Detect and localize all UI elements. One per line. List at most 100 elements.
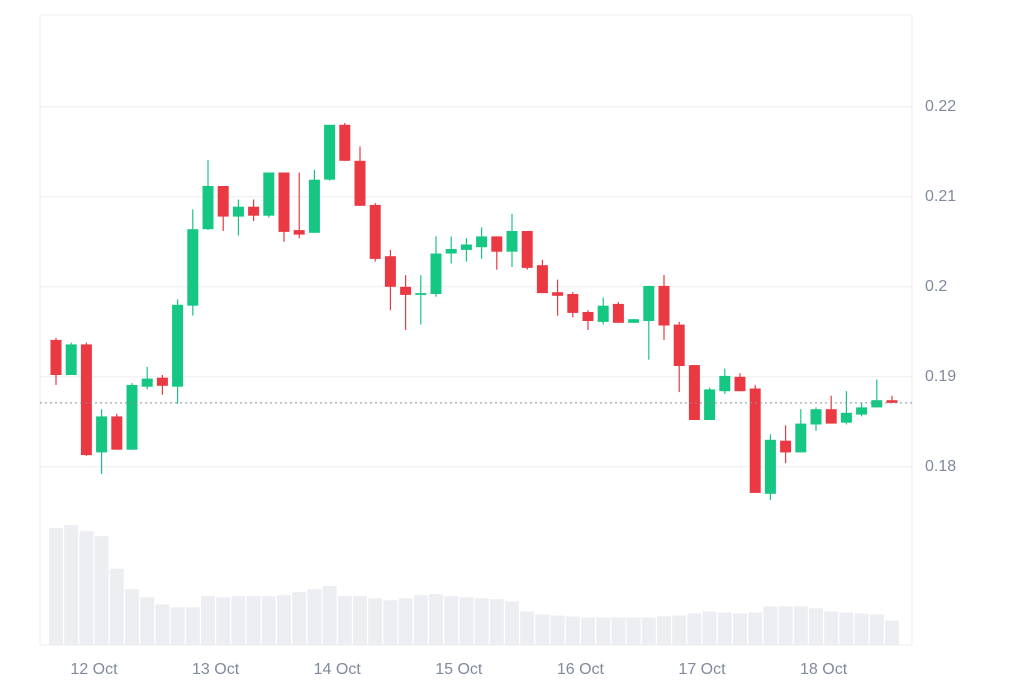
volume-bar (201, 596, 215, 645)
candle-body (476, 236, 488, 248)
candle-body (263, 172, 275, 216)
candle-body (65, 344, 77, 375)
candle-body (445, 249, 457, 254)
x-tick-label: 18 Oct (800, 661, 848, 678)
plot-frame (39, 14, 913, 646)
volume-bar (413, 595, 428, 645)
candle-body (248, 206, 260, 216)
volume-bar (170, 607, 185, 645)
candle-body (749, 388, 761, 493)
volume-bar (520, 611, 535, 645)
volume-bar (854, 613, 869, 645)
y-tick-label: 0.18 (925, 458, 956, 475)
y-tick-label: 0.22 (925, 98, 956, 115)
candle-body (156, 377, 168, 386)
volume-bar (596, 617, 611, 645)
volume-bar (565, 616, 580, 645)
candle-body (780, 440, 792, 453)
candle-body (734, 376, 746, 392)
candle-body (308, 179, 320, 233)
candle-body (354, 160, 366, 206)
volume-bar (307, 589, 322, 645)
candle-body (825, 409, 837, 424)
candle-body (460, 244, 472, 250)
volume-bar (535, 614, 550, 645)
volume-bar (322, 586, 337, 645)
volume-bar (641, 617, 656, 645)
volume-bar (261, 596, 276, 645)
candle-body (658, 285, 670, 326)
volume-bar (64, 525, 79, 645)
volume-bar (489, 599, 504, 645)
volume-bar (429, 594, 443, 645)
volume-bar (368, 598, 383, 645)
candle-body (795, 423, 807, 453)
candle-body (597, 305, 609, 322)
x-tick-label: 13 Oct (192, 661, 240, 678)
candle-body (369, 204, 381, 259)
candle-body (339, 124, 351, 161)
candle-body (506, 231, 518, 252)
volume-bar (809, 608, 823, 645)
volume-bar (353, 596, 367, 645)
volume-bar (140, 597, 155, 645)
y-tick-label: 0.2 (925, 278, 947, 295)
volume-bar (79, 531, 94, 645)
candle-body (217, 186, 229, 217)
candle-body (719, 375, 731, 392)
candle-body (400, 286, 412, 295)
volume-bar (824, 611, 839, 645)
candle-body (886, 400, 898, 403)
candle-body (567, 294, 579, 313)
volume-bar (611, 617, 626, 645)
candle-body (704, 389, 716, 420)
x-tick-label: 12 Oct (70, 661, 118, 678)
volume-bar (581, 617, 595, 645)
candle-body (202, 186, 214, 230)
volume-bar (763, 606, 778, 645)
candle-body (172, 304, 184, 387)
candle-body (856, 407, 868, 415)
candle-body (111, 416, 123, 450)
volume-bar (398, 598, 413, 645)
candle-body (612, 303, 624, 323)
volume-bar (733, 613, 747, 645)
candle-body (232, 206, 244, 217)
volume-bar (550, 615, 565, 645)
volume-bar (748, 612, 763, 645)
volume-bar (216, 597, 231, 645)
volume-bar (657, 616, 671, 645)
candle-body (187, 229, 199, 306)
candle-body (871, 400, 883, 408)
volume-bar (337, 596, 352, 645)
candle-body (491, 236, 503, 252)
candle-body (384, 256, 396, 287)
volume-bar (155, 604, 170, 645)
candle-body (278, 172, 290, 232)
volume-bar (444, 596, 459, 645)
volume-bar (277, 595, 291, 645)
candle-body (430, 253, 442, 294)
candle-body (50, 339, 62, 375)
candle-body (688, 365, 700, 420)
candle-body (582, 312, 594, 321)
volume-bar (125, 589, 139, 645)
volume-bar (185, 607, 200, 645)
volume-bar (717, 612, 732, 645)
volume-bar (231, 596, 246, 645)
volume-bar (778, 606, 793, 645)
candle-body (643, 285, 655, 321)
volume-bar (109, 568, 124, 645)
candle-body (764, 439, 776, 494)
candle-body (840, 412, 852, 423)
volume-bar (49, 528, 63, 645)
candle-body (536, 265, 548, 294)
candle-body (293, 230, 305, 235)
volume-bar (687, 613, 702, 645)
volume-bar (505, 601, 519, 645)
volume-bar (474, 598, 489, 645)
candle-body (673, 324, 685, 366)
volume-bar (793, 606, 808, 645)
